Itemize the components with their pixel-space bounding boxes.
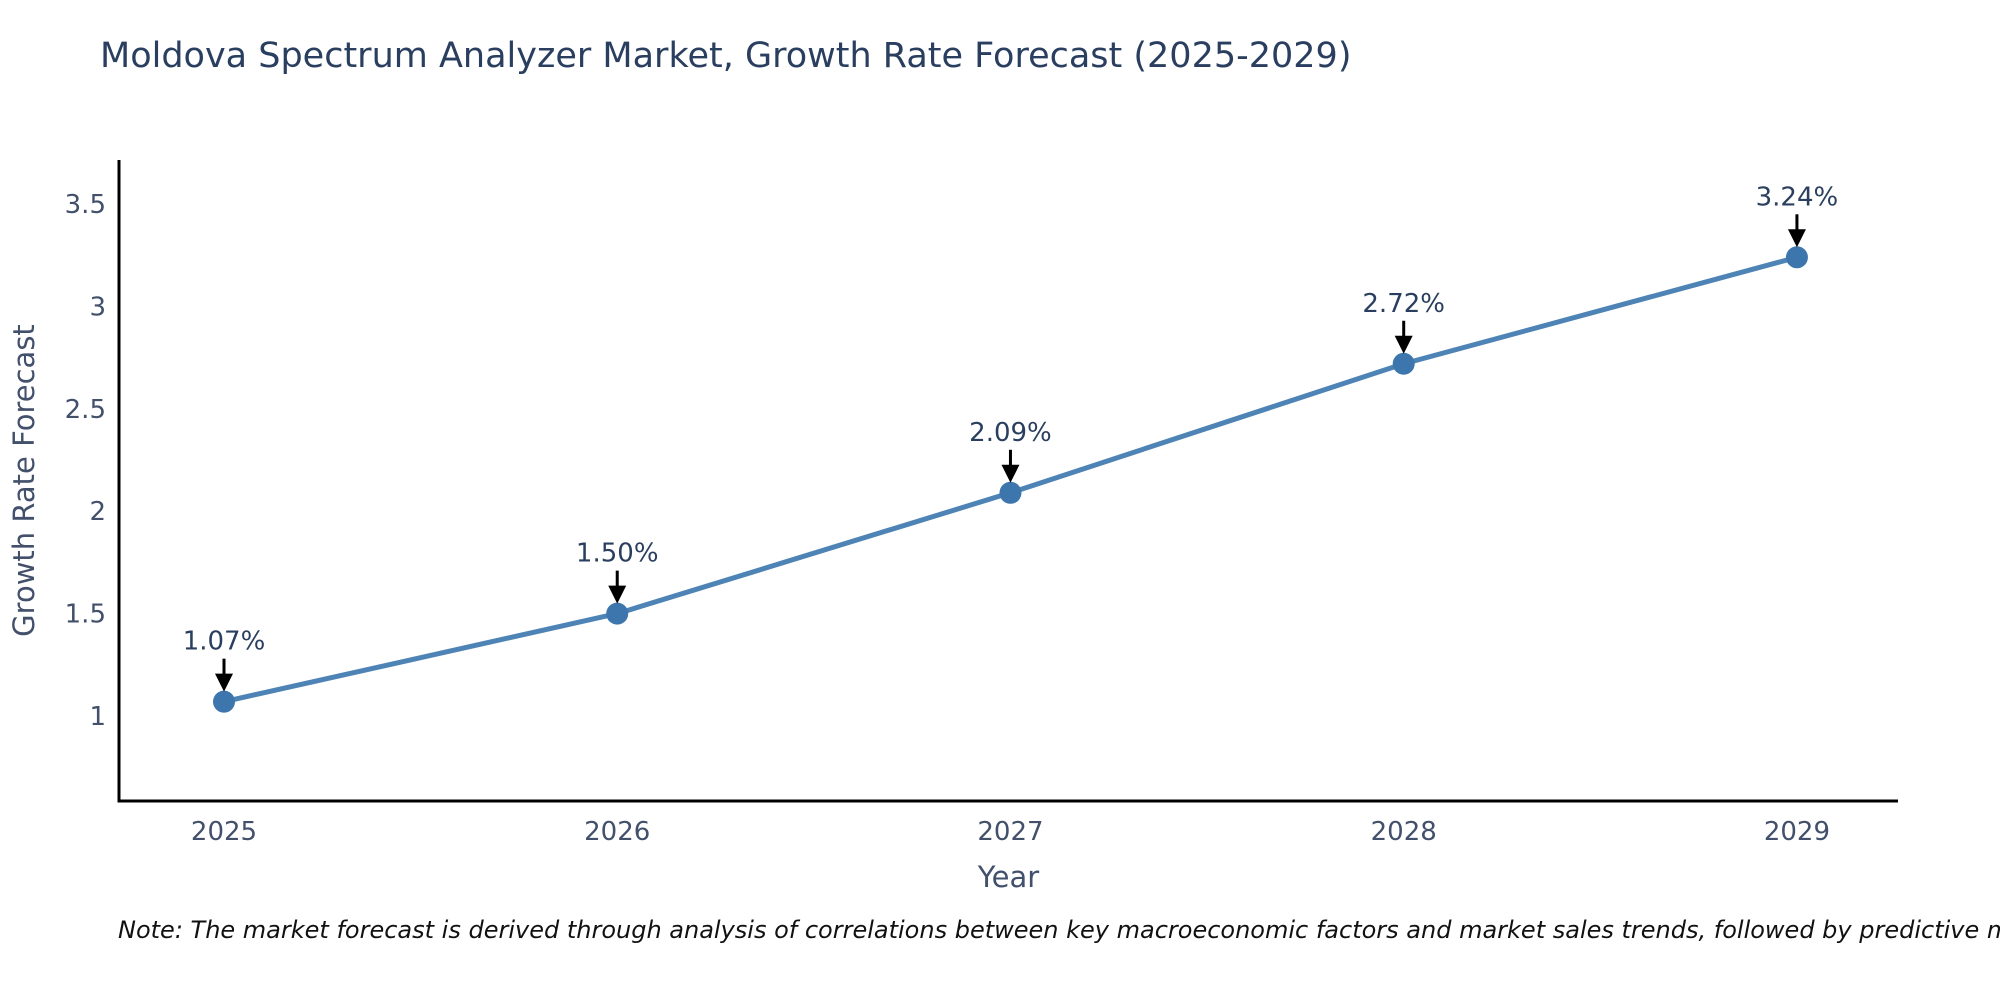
annotation-arrow-head <box>1001 464 1020 483</box>
data-point-label: 1.07% <box>183 627 266 657</box>
x-tick-label: 2029 <box>1764 817 1830 847</box>
x-tick-label: 2026 <box>584 817 650 847</box>
x-tick-label: 2025 <box>191 817 257 847</box>
y-tick-label: 2 <box>89 497 106 527</box>
data-point-label: 2.09% <box>969 418 1052 448</box>
annotation-arrow-head <box>1394 335 1413 354</box>
annotation-arrow-head <box>1787 229 1806 248</box>
chart-title: Moldova Spectrum Analyzer Market, Growth… <box>100 36 1352 76</box>
x-tick-label: 2028 <box>1371 817 1437 847</box>
footnote-text: Note: The market forecast is derived thr… <box>118 916 2000 944</box>
data-point-marker <box>999 481 1022 504</box>
y-tick-label: 3.5 <box>65 190 106 220</box>
data-point-label: 2.72% <box>1362 289 1445 319</box>
data-point-marker <box>212 690 235 713</box>
y-tick-label: 3 <box>89 292 106 322</box>
annotation-arrow-head <box>214 673 233 692</box>
y-tick-label: 1.5 <box>65 600 106 630</box>
x-tick-label: 2027 <box>977 817 1043 847</box>
data-point-label: 1.50% <box>576 539 659 569</box>
annotation-arrow-head <box>608 585 627 604</box>
data-point-marker <box>1392 352 1415 375</box>
y-axis-title: Growth Rate Forecast <box>7 324 41 637</box>
y-tick-label: 2.5 <box>65 395 106 425</box>
data-point-label: 3.24% <box>1756 182 1839 212</box>
y-tick-label: 1 <box>89 702 106 732</box>
data-point-marker <box>606 602 629 625</box>
data-point-marker <box>1785 246 1808 269</box>
x-axis-title: Year <box>977 860 1039 894</box>
